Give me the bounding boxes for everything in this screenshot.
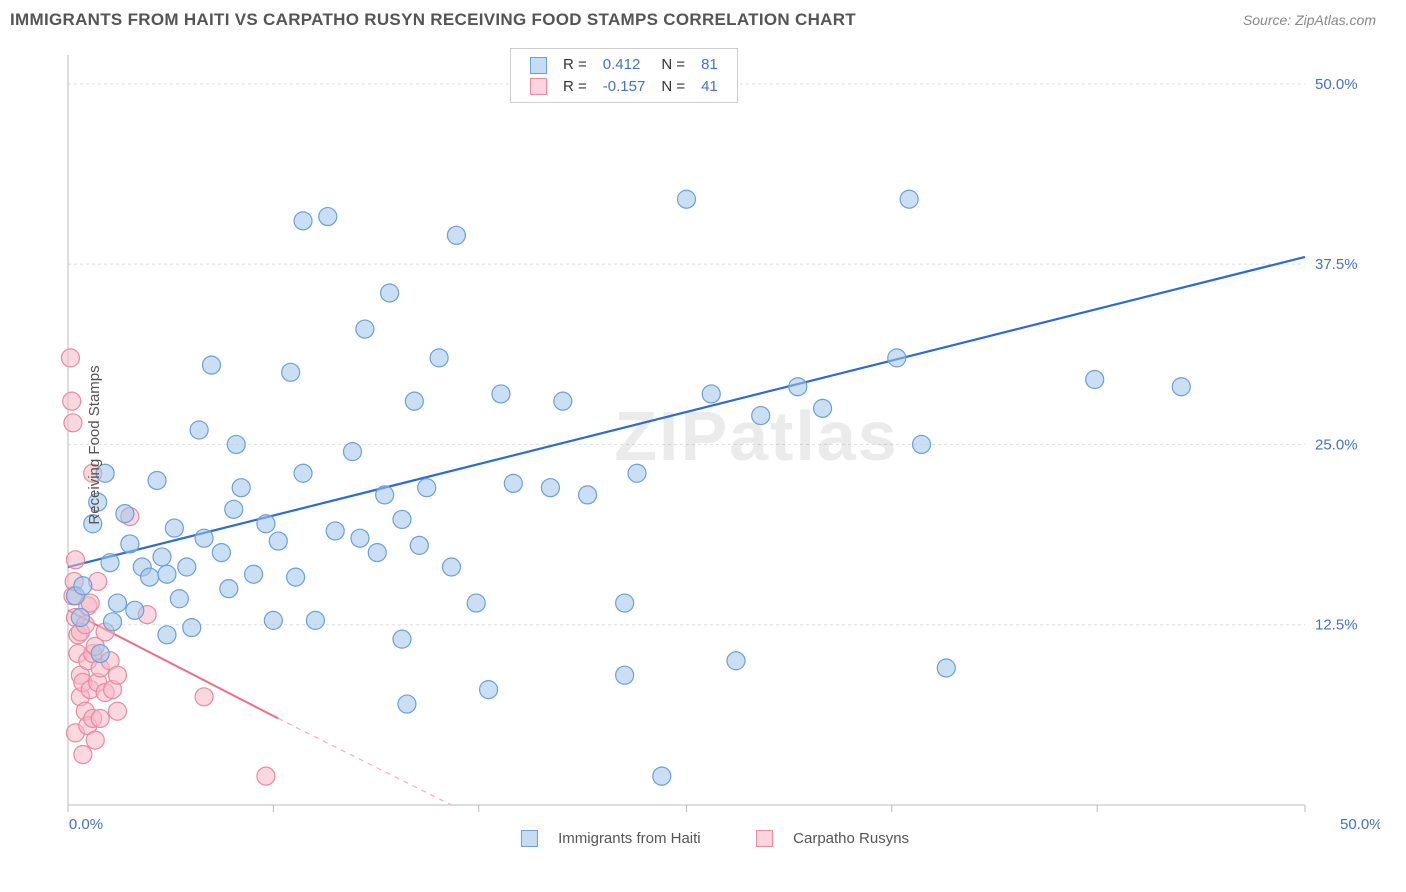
legend-label-haiti: Immigrants from Haiti: [558, 830, 701, 847]
y-axis-label: Receiving Food Stamps: [86, 365, 103, 524]
legend-label-rusyn: Carpatho Rusyns: [793, 830, 909, 847]
svg-text:25.0%: 25.0%: [1315, 436, 1358, 453]
svg-text:50.0%: 50.0%: [1340, 816, 1380, 833]
chart-title: IMMIGRANTS FROM HAITI VS CARPATHO RUSYN …: [10, 10, 856, 30]
legend-swatch-blue-b: [521, 830, 538, 847]
svg-text:50.0%: 50.0%: [1315, 76, 1358, 93]
svg-text:0.0%: 0.0%: [69, 816, 103, 833]
legend-swatch-pink-b: [756, 830, 773, 847]
legend-swatch-blue: [530, 57, 547, 74]
legend-swatch-pink: [530, 78, 547, 95]
svg-text:12.5%: 12.5%: [1315, 617, 1358, 634]
series-legend: Immigrants from Haiti Carpatho Rusyns: [513, 829, 917, 847]
chart-container: Receiving Food Stamps 12.5% 25.0% 37.5% 50.…: [50, 45, 1380, 845]
source-label: Source: ZipAtlas.com: [1243, 12, 1376, 28]
svg-text:37.5%: 37.5%: [1315, 256, 1358, 273]
correlation-legend: R = 0.412 N = 81 R = -0.157 N = 41: [510, 48, 738, 103]
scatter-chart: 12.5%25.0%37.5%50.0%0.0%50.0%ZIPatlas: [50, 45, 1380, 845]
